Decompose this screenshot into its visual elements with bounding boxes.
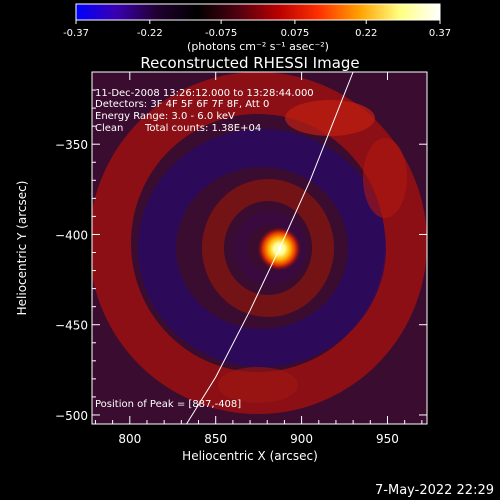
y-axis-ticks: −350 −400 −450 −500	[55, 71, 427, 423]
method-text: Clean	[95, 123, 123, 134]
colorbar-tick-label: 0.37	[429, 28, 451, 39]
colorbar-scale	[75, 3, 441, 21]
y-tick-label: −350	[55, 138, 88, 152]
y-tick-label: −450	[55, 319, 88, 333]
annotations: 11-Dec-2008 13:26:12.000 to 13:28:44.000…	[95, 88, 314, 410]
colorbar: -0.37 -0.22 -0.075 0.075 0.22 0.37 (photons c…	[63, 3, 451, 53]
colorbar-tick-label: -0.37	[63, 28, 89, 39]
energy-range-text: Energy Range: 3.0 - 6.0 keV	[95, 111, 235, 122]
y-tick-label: −500	[55, 409, 88, 423]
chart-title: Reconstructed RHESSI Image	[140, 54, 359, 72]
plot-area: 800 850 900 950 −350 −400 −450 −500	[55, 71, 428, 446]
x-tick-label: 800	[118, 432, 141, 446]
peak-position-text: Position of Peak = [887,-408]	[95, 399, 241, 410]
colorbar-tick-label: -0.075	[205, 28, 237, 39]
y-axis-label: Heliocentric Y (arcsec)	[15, 181, 29, 316]
x-tick-label: 900	[290, 432, 313, 446]
ring-hotspot-2	[363, 138, 407, 218]
colorbar-unit-label: (photons cm⁻² s⁻¹ asec⁻²)	[187, 40, 329, 53]
y-tick-label: −400	[55, 228, 88, 242]
colorbar-tick-label: -0.22	[137, 28, 163, 39]
x-axis-label: Heliocentric X (arcsec)	[182, 449, 318, 463]
time-range-text: 11-Dec-2008 13:26:12.000 to 13:28:44.000	[95, 88, 314, 99]
heatmap-image	[92, 72, 427, 424]
ring-hotspot-1	[285, 100, 375, 136]
negative-ring	[138, 129, 386, 367]
colorbar-tick-label: 0.22	[355, 28, 377, 39]
colorbar-ticks: -0.37 -0.22 -0.075 0.075 0.22 0.37	[63, 20, 451, 39]
ring-hotspot-3	[218, 367, 298, 403]
x-tick-label: 850	[204, 432, 227, 446]
x-axis-ticks: 800 850 900 950	[94, 72, 423, 446]
colorbar-tick-label: 0.075	[281, 28, 310, 39]
inner-ring	[202, 179, 334, 317]
detectors-text: Detectors: 3F 4F 5F 6F 7F 8F, Att 0	[95, 99, 269, 110]
total-counts-text: Total counts: 1.38E+04	[144, 123, 261, 134]
plot-frame	[91, 71, 428, 425]
footer-date: 7-May-2022 22:29	[375, 483, 494, 498]
solar-limb-line	[186, 72, 354, 424]
x-tick-label: 950	[376, 432, 399, 446]
